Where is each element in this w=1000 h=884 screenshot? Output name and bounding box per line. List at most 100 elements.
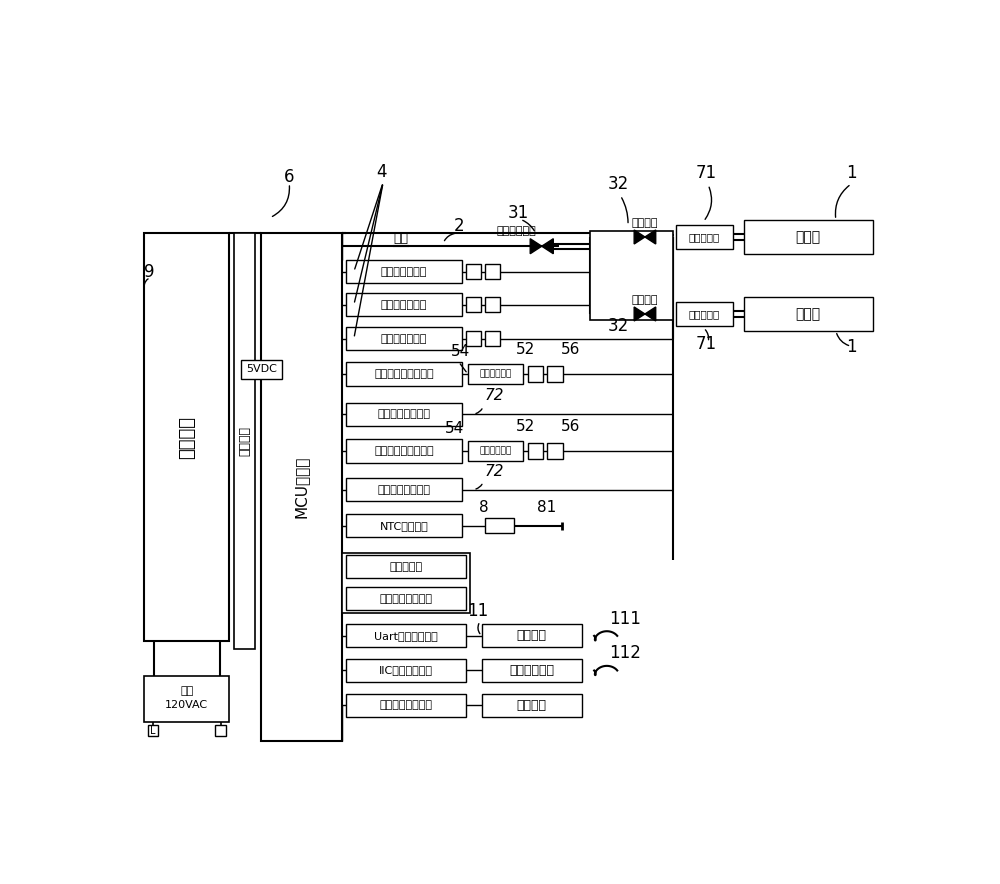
Bar [485, 264, 500, 279]
Text: 1: 1 [846, 339, 857, 356]
Bar [528, 366, 543, 382]
Text: 11: 11 [467, 602, 488, 620]
Text: 112: 112 [609, 644, 641, 662]
Bar [215, 725, 226, 736]
Text: L: L [150, 726, 156, 735]
Bar [148, 725, 158, 736]
Text: 电源: 电源 [180, 686, 193, 697]
Text: 71: 71 [696, 164, 717, 182]
Polygon shape [645, 307, 656, 321]
Text: 111: 111 [609, 610, 641, 628]
Text: 32: 32 [608, 317, 629, 335]
Bar [676, 301, 733, 326]
Text: 56: 56 [561, 419, 580, 434]
Text: 5VDC: 5VDC [246, 364, 277, 375]
Text: 81: 81 [537, 499, 556, 514]
Bar [482, 659, 582, 682]
Text: 氮化硅点火驱动电路: 氮化硅点火驱动电路 [374, 369, 434, 379]
Text: 氮化硅点火驱动电路: 氮化硅点火驱动电路 [374, 446, 434, 456]
Bar [547, 366, 563, 382]
Text: 31: 31 [508, 203, 529, 222]
Text: 燃烧器: 燃烧器 [796, 307, 821, 321]
Text: 门锁电机控制电路: 门锁电机控制电路 [379, 700, 432, 710]
Text: 离子探火驱动电路: 离子探火驱动电路 [377, 409, 430, 419]
Bar [485, 297, 500, 312]
Polygon shape [530, 239, 542, 254]
Bar [144, 233, 229, 641]
Bar [346, 587, 466, 611]
Bar [676, 225, 733, 249]
Text: 8: 8 [479, 499, 488, 514]
Text: 外部环境检测电路: 外部环境检测电路 [379, 594, 432, 604]
Bar [346, 260, 462, 283]
Text: 电流采样电路: 电流采样电路 [479, 446, 512, 455]
Bar [346, 402, 462, 425]
Text: 主气路电磁阀: 主气路电磁阀 [496, 225, 536, 236]
Text: 电磁阀驱动电路: 电磁阀驱动电路 [381, 267, 427, 277]
Polygon shape [634, 230, 645, 244]
Bar [590, 231, 673, 320]
Text: 1: 1 [846, 164, 857, 182]
Text: 52: 52 [516, 419, 535, 434]
Text: 32: 32 [608, 175, 629, 194]
Bar [528, 444, 543, 459]
Text: 离子探火驱动电路: 离子探火驱动电路 [377, 484, 430, 494]
Text: 52: 52 [516, 342, 535, 357]
Text: 电磁阀驱动电路: 电磁阀驱动电路 [381, 300, 427, 309]
Text: 72: 72 [485, 464, 504, 478]
Bar [485, 331, 500, 347]
Text: 电磁阀组: 电磁阀组 [632, 218, 658, 228]
Bar [346, 694, 466, 717]
Text: 火焰探测器: 火焰探测器 [689, 232, 720, 242]
Bar [466, 331, 481, 347]
Bar [482, 694, 582, 717]
Text: 4: 4 [376, 163, 387, 181]
Bar [346, 439, 462, 462]
Bar [144, 676, 229, 722]
Bar [482, 624, 582, 647]
Text: 电磁阀组: 电磁阀组 [632, 295, 658, 305]
Bar [468, 364, 523, 384]
Text: 72: 72 [485, 388, 504, 403]
Bar [346, 362, 462, 385]
Text: 71: 71 [696, 335, 717, 353]
Text: 门锁机构: 门锁机构 [517, 698, 547, 712]
Bar [744, 220, 873, 254]
Text: 电流采样电路: 电流采样电路 [479, 370, 512, 378]
Bar [342, 552, 470, 613]
Text: MCU控制板: MCU控制板 [294, 456, 309, 518]
Text: 电磁阀驱动电路: 电磁阀驱动电路 [381, 333, 427, 344]
Polygon shape [634, 307, 645, 321]
Text: 看门狗电路: 看门狗电路 [389, 561, 422, 572]
Text: 6: 6 [284, 168, 294, 186]
Bar [261, 233, 342, 742]
Text: 整流电路: 整流电路 [238, 426, 251, 456]
Bar [234, 233, 255, 649]
Text: NTC驱动电路: NTC驱动电路 [380, 521, 428, 530]
Polygon shape [645, 230, 656, 244]
Text: 整流电源: 整流电源 [178, 415, 196, 459]
Text: IIC通讯接口电路: IIC通讯接口电路 [379, 666, 433, 675]
Bar [346, 293, 462, 316]
Bar [346, 624, 466, 647]
Bar [346, 514, 462, 537]
Text: 54: 54 [445, 421, 464, 436]
Bar [346, 327, 462, 350]
Polygon shape [542, 239, 553, 254]
Text: 人机界面: 人机界面 [517, 629, 547, 643]
Text: 火焰探测器: 火焰探测器 [689, 309, 720, 319]
Bar [547, 444, 563, 459]
Bar [468, 441, 523, 461]
Bar [241, 360, 282, 378]
Bar [346, 478, 462, 501]
Bar [346, 555, 466, 578]
Text: 120VAC: 120VAC [165, 700, 208, 710]
Bar [346, 659, 466, 682]
Text: Uart通讯接口电路: Uart通讯接口电路 [374, 631, 438, 641]
Text: 外部扩展电路: 外部扩展电路 [509, 664, 554, 677]
Text: 56: 56 [561, 342, 580, 357]
Bar [466, 297, 481, 312]
Bar [485, 518, 514, 533]
Text: 燃气: 燃气 [393, 232, 408, 245]
Text: 燃烧器: 燃烧器 [796, 230, 821, 244]
